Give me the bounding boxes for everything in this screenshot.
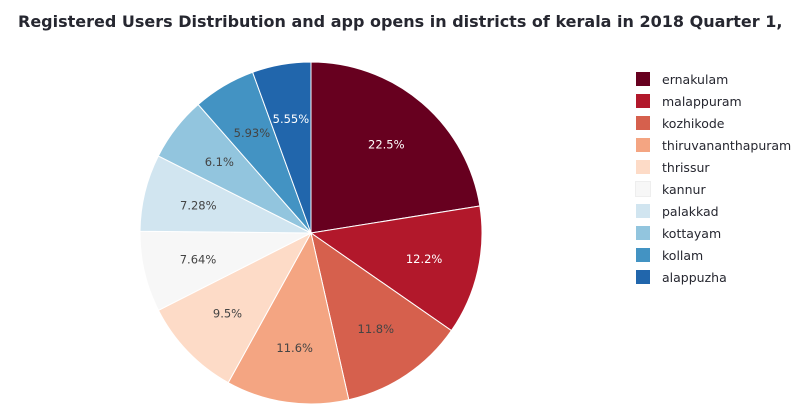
legend-swatch	[636, 116, 650, 130]
legend-item-kollam[interactable]: kollam	[636, 244, 791, 266]
slice-label-thiruvananthapuram: 11.6%	[276, 341, 313, 355]
legend-swatch	[636, 226, 650, 240]
pie-slice-malappuram[interactable]	[309, 205, 483, 332]
legend-item-thrissur[interactable]: thrissur	[636, 156, 791, 178]
legend-item-kottayam[interactable]: kottayam	[636, 222, 791, 244]
legend-label: ernakulam	[662, 71, 729, 87]
slice-label-ernakulam: 22.5%	[368, 138, 405, 152]
slice-label-thrissur: 9.5%	[213, 307, 242, 321]
legend-item-thiruvananthapuram[interactable]: thiruvananthapuram	[636, 134, 791, 156]
slice-label-palakkad: 7.28%	[180, 199, 217, 213]
legend-swatch	[636, 248, 650, 262]
legend-label: alappuzha	[662, 269, 727, 285]
legend-item-alappuzha[interactable]: alappuzha	[636, 266, 791, 288]
slice-label-kollam: 5.93%	[234, 126, 271, 140]
slice-label-kottayam: 6.1%	[205, 155, 234, 169]
slice-label-kannur: 7.64%	[180, 252, 217, 266]
legend-swatch	[635, 181, 651, 197]
slice-label-kozhikode: 11.8%	[358, 322, 395, 336]
legend-swatch	[636, 72, 650, 86]
legend-label: thiruvananthapuram	[662, 137, 792, 153]
legend-item-kannur[interactable]: kannur	[635, 178, 791, 200]
slice-label-alappuzha: 5.55%	[273, 112, 310, 126]
pie-slice-kozhikode[interactable]	[310, 231, 453, 401]
legend-item-kozhikode[interactable]: kozhikode	[636, 112, 791, 134]
legend-swatch	[636, 138, 650, 152]
legend-item-malappuram[interactable]: malappuram	[636, 90, 791, 112]
legend-label: kannur	[662, 181, 706, 197]
legend-item-ernakulam[interactable]: ernakulam	[636, 68, 791, 90]
legend: ernakulam malappuram kozhikode thiruvananth…	[635, 68, 791, 288]
legend-label: thrissur	[662, 159, 710, 175]
legend-swatch	[636, 94, 650, 108]
pie-slice-thrissur[interactable]	[157, 231, 313, 384]
legend-label: palakkad	[662, 203, 719, 219]
legend-label: malappuram	[662, 93, 742, 109]
pie-slice-thiruvananthapuram[interactable]	[227, 231, 350, 405]
legend-label: kottayam	[662, 225, 722, 241]
legend-label: kollam	[662, 247, 704, 263]
legend-swatch	[636, 204, 650, 218]
chart-title: Registered Users Distribution and app op…	[18, 12, 783, 31]
legend-item-palakkad[interactable]: palakkad	[636, 200, 791, 222]
legend-swatch	[636, 270, 650, 284]
pie-slice-alappuzha[interactable]	[251, 61, 312, 234]
slice-label-malappuram: 12.2%	[406, 252, 443, 266]
legend-swatch	[636, 160, 650, 174]
pie-slice-ernakulam[interactable]	[310, 61, 481, 234]
legend-label: kozhikode	[662, 115, 725, 131]
